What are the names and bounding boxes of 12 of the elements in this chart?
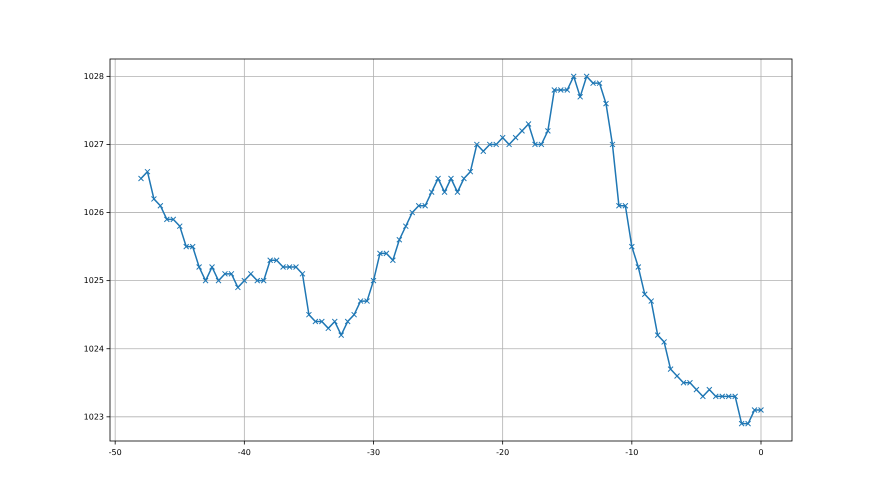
y-tick-label: 1025 bbox=[84, 276, 104, 286]
y-tick-label: 1027 bbox=[84, 140, 104, 150]
x-tick-label: -40 bbox=[238, 448, 251, 457]
x-tick-label: -10 bbox=[625, 448, 638, 457]
x-tick-label: -20 bbox=[496, 448, 510, 457]
y-tick-label: 1026 bbox=[84, 208, 104, 218]
x-tick-label: 0 bbox=[758, 448, 764, 457]
x-tick-label: -30 bbox=[366, 448, 380, 457]
y-tick-label: 1023 bbox=[84, 412, 104, 422]
y-tick-label: 1028 bbox=[84, 72, 104, 81]
y-tick-label: 1024 bbox=[84, 344, 104, 354]
x-tick-label: -50 bbox=[108, 448, 122, 457]
